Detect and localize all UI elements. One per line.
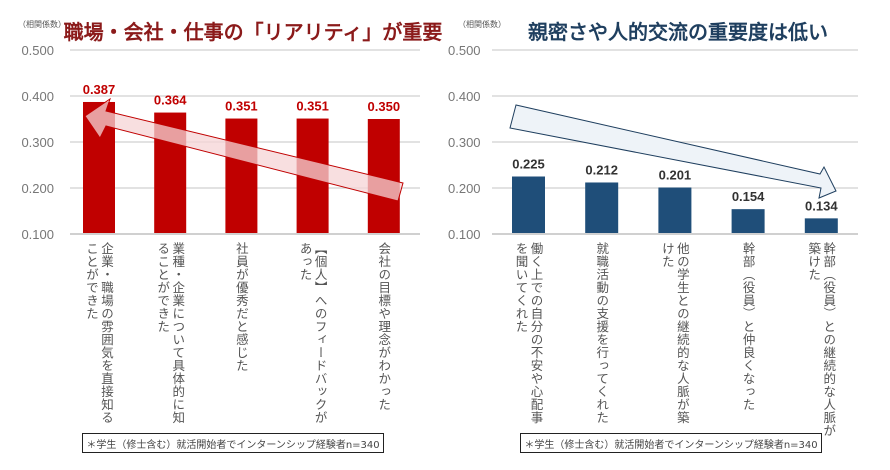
y-tick-label: 0.200 (21, 181, 54, 196)
y-tick-label: 0.400 (448, 89, 481, 104)
y-unit-label: （相関係数） (18, 19, 66, 29)
bar (225, 118, 258, 234)
trend-arrow-icon (84, 97, 404, 202)
bar (658, 187, 692, 234)
bar (731, 209, 765, 234)
sample-note-left: ＊学生（修士含む）就活開始者でインターンシップ経験者n=340 (82, 433, 384, 453)
y-tick-label: 0.300 (21, 135, 54, 150)
bar (804, 218, 838, 234)
y-tick-label: 0.500 (448, 43, 481, 58)
x-category-label: 社員が優秀だと感じた (233, 242, 249, 372)
chart-title: 職場・会社・仕事の「リアリティ」が重要 (64, 20, 443, 44)
x-category-label: 会社の目標や理念がわかった (376, 242, 392, 411)
sample-note-right: ＊学生（修士含む）就活開始者でインターンシップ経験者n=340 (520, 433, 822, 453)
x-category-label: 幹部（役員）との継続的な人脈が 築けた (806, 242, 837, 437)
x-category-label: 【個人】へのフィードバックが あった (297, 242, 328, 424)
y-tick-label: 0.300 (448, 135, 481, 150)
chart-right: （相関係数） 親密さや人的交流の重要度は低い 0.500 0.400 0.300 0.20… (445, 0, 890, 470)
y-tick-label: 0.500 (21, 43, 54, 58)
chart-left: （相関係数） 職場・会社・仕事の「リアリティ」が重要 0.500 0.400 0.300… (18, 19, 443, 453)
data-label: 0.351 (296, 99, 329, 114)
chart-right-svg: （相関係数） 親密さや人的交流の重要度は低い 0.500 0.400 0.300 0.20… (448, 19, 858, 242)
chart-left-svg: （相関係数）職場・会社・仕事の「リアリティ」が重要 0.500 0.400 0.300… (18, 19, 443, 242)
x-category-label: 企業・職場の雰囲気を直接知る ことができた (84, 242, 114, 424)
data-label: 0.154 (732, 189, 765, 204)
data-label: 0.350 (368, 99, 401, 114)
x-category-label: 幹部（役員）と仲良くなった (740, 242, 756, 411)
x-category-label: 他の学生との継続的な人脈が築 けた (659, 242, 690, 424)
y-unit-label: （相関係数） (458, 19, 506, 29)
data-label: 0.364 (154, 93, 187, 108)
data-label: 0.225 (512, 157, 545, 172)
bar (512, 176, 545, 234)
chart-title: 親密さや人的交流の重要度は低い (528, 20, 828, 44)
data-label: 0.351 (225, 99, 258, 114)
trend-arrow-icon (509, 104, 837, 199)
x-category-label: 働く上での自分の不安や心配事 を聞いてくれた (513, 242, 544, 424)
x-category-label: 業種・企業について具体的に知 ることができた (155, 242, 186, 424)
data-label: 0.387 (83, 82, 116, 97)
data-label: 0.134 (805, 198, 838, 213)
y-tick-label: 0.100 (448, 227, 481, 242)
data-label: 0.201 (659, 168, 692, 183)
x-category-label: 就職活動の支援を行ってくれた (594, 242, 610, 424)
y-tick-label: 0.400 (21, 89, 54, 104)
y-tick-label: 0.200 (448, 181, 481, 196)
y-tick-label: 0.100 (21, 227, 54, 242)
bar (585, 182, 619, 234)
data-label: 0.212 (585, 162, 618, 177)
